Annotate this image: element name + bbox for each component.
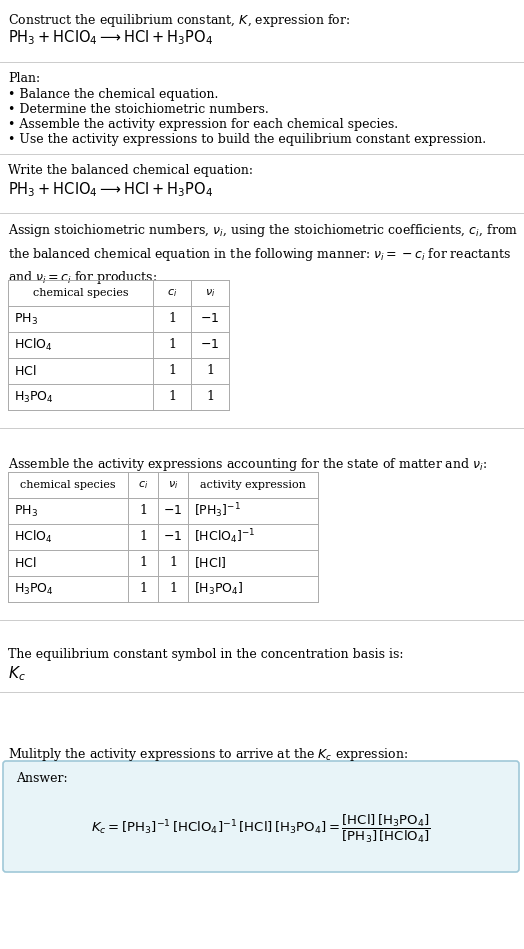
Text: $K_c$: $K_c$ [8, 664, 26, 682]
Text: 1: 1 [168, 312, 176, 326]
Text: • Determine the stoichiometric numbers.: • Determine the stoichiometric numbers. [8, 103, 269, 116]
Text: • Balance the chemical equation.: • Balance the chemical equation. [8, 88, 219, 101]
Text: 1: 1 [206, 390, 214, 403]
FancyBboxPatch shape [3, 761, 519, 872]
Text: $\mathrm{HCl}$: $\mathrm{HCl}$ [14, 556, 37, 570]
Text: $[\mathrm{PH_3}]^{-1}$: $[\mathrm{PH_3}]^{-1}$ [194, 502, 241, 520]
Text: $-1$: $-1$ [163, 530, 182, 544]
Text: $[\mathrm{HCl}]$: $[\mathrm{HCl}]$ [194, 555, 226, 570]
Text: 1: 1 [168, 364, 176, 378]
Text: $\mathrm{PH_3}$: $\mathrm{PH_3}$ [14, 504, 38, 518]
Text: $\mathrm{H_3PO_4}$: $\mathrm{H_3PO_4}$ [14, 389, 54, 404]
Text: $-1$: $-1$ [163, 505, 182, 517]
Text: 1: 1 [139, 505, 147, 517]
Text: $\mathrm{PH_3}$: $\mathrm{PH_3}$ [14, 311, 38, 326]
Text: chemical species: chemical species [20, 480, 116, 490]
Text: Construct the equilibrium constant, $K$, expression for:: Construct the equilibrium constant, $K$,… [8, 12, 350, 29]
Text: $-1$: $-1$ [200, 312, 220, 326]
Text: $\nu_i$: $\nu_i$ [168, 479, 178, 491]
Text: The equilibrium constant symbol in the concentration basis is:: The equilibrium constant symbol in the c… [8, 648, 403, 661]
Text: $\mathrm{HCl}$: $\mathrm{HCl}$ [14, 364, 37, 378]
Text: 1: 1 [139, 556, 147, 569]
Text: • Assemble the activity expression for each chemical species.: • Assemble the activity expression for e… [8, 118, 398, 131]
Text: 1: 1 [206, 364, 214, 378]
Text: 1: 1 [169, 556, 177, 569]
Text: Assemble the activity expressions accounting for the state of matter and $\nu_i$: Assemble the activity expressions accoun… [8, 456, 487, 473]
Text: $\mathrm{PH_3 + HClO_4 \longrightarrow HCl + H_3PO_4}$: $\mathrm{PH_3 + HClO_4 \longrightarrow H… [8, 28, 213, 47]
Text: 1: 1 [168, 390, 176, 403]
Text: Assign stoichiometric numbers, $\nu_i$, using the stoichiometric coefficients, $: Assign stoichiometric numbers, $\nu_i$, … [8, 222, 518, 287]
Text: $[\mathrm{H_3PO_4}]$: $[\mathrm{H_3PO_4}]$ [194, 581, 244, 597]
Text: 1: 1 [139, 583, 147, 596]
Text: 1: 1 [169, 583, 177, 596]
Text: $\mathrm{H_3PO_4}$: $\mathrm{H_3PO_4}$ [14, 582, 54, 597]
Text: Plan:: Plan: [8, 72, 40, 85]
Text: Write the balanced chemical equation:: Write the balanced chemical equation: [8, 164, 253, 177]
Text: $\mathrm{HClO_4}$: $\mathrm{HClO_4}$ [14, 529, 52, 545]
Text: $c_i$: $c_i$ [138, 479, 148, 491]
Text: Mulitply the activity expressions to arrive at the $K_c$ expression:: Mulitply the activity expressions to arr… [8, 746, 408, 763]
Text: chemical species: chemical species [32, 288, 128, 298]
Text: $\mathrm{PH_3 + HClO_4 \longrightarrow HCl + H_3PO_4}$: $\mathrm{PH_3 + HClO_4 \longrightarrow H… [8, 180, 213, 198]
Text: $-1$: $-1$ [200, 339, 220, 351]
Text: 1: 1 [139, 530, 147, 544]
Text: $\mathrm{HClO_4}$: $\mathrm{HClO_4}$ [14, 337, 52, 353]
Text: • Use the activity expressions to build the equilibrium constant expression.: • Use the activity expressions to build … [8, 133, 486, 146]
Text: $\nu_i$: $\nu_i$ [205, 288, 215, 299]
Text: $K_c = [\mathrm{PH_3}]^{-1}\,[\mathrm{HClO_4}]^{-1}\,[\mathrm{HCl}]\,[\mathrm{H_: $K_c = [\mathrm{PH_3}]^{-1}\,[\mathrm{HC… [91, 813, 431, 846]
Text: activity expression: activity expression [200, 480, 306, 490]
Text: $[\mathrm{HClO_4}]^{-1}$: $[\mathrm{HClO_4}]^{-1}$ [194, 528, 255, 547]
Text: Answer:: Answer: [16, 772, 68, 785]
Text: 1: 1 [168, 339, 176, 351]
Text: $c_i$: $c_i$ [167, 288, 177, 299]
